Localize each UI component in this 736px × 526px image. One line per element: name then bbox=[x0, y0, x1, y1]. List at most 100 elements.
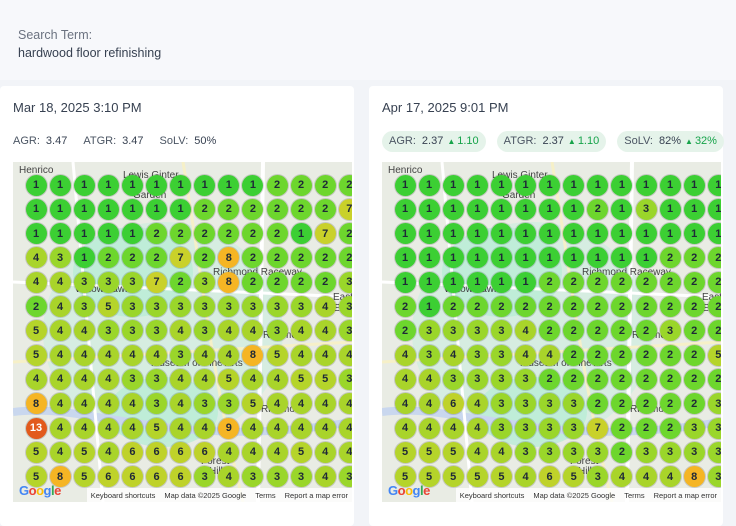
rank-pin[interactable]: 3 bbox=[563, 393, 585, 415]
rank-pin[interactable]: 4 bbox=[49, 368, 71, 390]
rank-pin[interactable]: 2 bbox=[563, 296, 585, 317]
rank-pin[interactable]: 4 bbox=[170, 368, 192, 390]
rank-pin[interactable]: 2 bbox=[266, 174, 288, 196]
rank-pin[interactable]: 1 bbox=[563, 247, 585, 269]
rank-pin[interactable]: 2 bbox=[659, 247, 681, 269]
rank-pin[interactable]: 5 bbox=[418, 441, 440, 463]
rank-pin[interactable]: 4 bbox=[442, 417, 464, 439]
rank-pin[interactable]: 2 bbox=[683, 320, 705, 342]
rank-pin[interactable]: 3 bbox=[418, 320, 440, 342]
rank-pin[interactable]: 4 bbox=[466, 393, 488, 415]
rank-pin[interactable]: 6 bbox=[194, 441, 216, 463]
rank-pin[interactable]: 2 bbox=[242, 198, 264, 220]
rank-pin[interactable]: 2 bbox=[121, 247, 143, 269]
rank-pin[interactable]: 2 bbox=[490, 296, 512, 317]
rank-pin[interactable]: 6 bbox=[539, 466, 561, 488]
rank-pin[interactable]: 5 bbox=[73, 441, 95, 463]
rank-pin[interactable]: 8 bbox=[218, 271, 240, 293]
rank-pin[interactable]: 4 bbox=[73, 393, 95, 415]
rank-pin[interactable]: 3 bbox=[635, 198, 657, 220]
rank-pin[interactable]: 2 bbox=[707, 296, 721, 317]
rank-pin[interactable]: 3 bbox=[515, 368, 536, 390]
rank-pin[interactable]: 1 bbox=[394, 174, 416, 196]
rank-pin[interactable]: 2 bbox=[635, 271, 657, 293]
rank-pin[interactable]: 1 bbox=[515, 271, 536, 293]
rank-pin[interactable]: 2 bbox=[659, 393, 681, 415]
rank-pin[interactable]: 4 bbox=[290, 393, 312, 415]
rank-pin[interactable]: 2 bbox=[394, 296, 416, 317]
rank-pin[interactable]: 2 bbox=[683, 247, 705, 269]
rank-pin[interactable]: 2 bbox=[539, 271, 561, 293]
rank-pin[interactable]: 2 bbox=[659, 296, 681, 317]
rank-pin[interactable]: 4 bbox=[218, 466, 240, 488]
rank-pin[interactable]: 1 bbox=[466, 198, 488, 220]
rank-pin[interactable]: 3 bbox=[49, 247, 71, 269]
rank-pin[interactable]: 4 bbox=[218, 320, 240, 342]
rank-pin[interactable]: 2 bbox=[635, 368, 657, 390]
rank-pin[interactable]: 3 bbox=[146, 393, 167, 415]
rank-pin[interactable]: 1 bbox=[73, 247, 95, 269]
rank-pin[interactable]: 2 bbox=[442, 296, 464, 317]
rank-pin[interactable]: 2 bbox=[266, 223, 288, 245]
rank-pin[interactable]: 1 bbox=[659, 174, 681, 196]
rank-pin[interactable]: 1 bbox=[73, 198, 95, 220]
rank-pin[interactable]: 4 bbox=[394, 417, 416, 439]
rank-pin[interactable]: 2 bbox=[97, 247, 119, 269]
rank-pin[interactable]: 3 bbox=[683, 417, 705, 439]
rank-pin[interactable]: 8 bbox=[25, 393, 47, 415]
rank-pin[interactable]: 1 bbox=[146, 174, 167, 196]
rank-pin[interactable]: 2 bbox=[563, 344, 585, 366]
rank-pin[interactable]: 4 bbox=[25, 271, 47, 293]
rank-pin[interactable]: 4 bbox=[194, 344, 216, 366]
rank-pin[interactable]: 5 bbox=[490, 466, 512, 488]
rank-pin[interactable]: 1 bbox=[466, 223, 488, 245]
rank-pin[interactable]: 3 bbox=[121, 368, 143, 390]
rank-pin[interactable]: 2 bbox=[290, 247, 312, 269]
rank-pin[interactable]: 3 bbox=[218, 393, 240, 415]
rank-pin[interactable]: 4 bbox=[314, 417, 336, 439]
rank-pin[interactable]: 1 bbox=[490, 271, 512, 293]
rank-pin[interactable]: 3 bbox=[266, 320, 288, 342]
rank-pin[interactable]: 6 bbox=[170, 441, 192, 463]
rank-pin[interactable]: 5 bbox=[418, 466, 440, 488]
rank-pin[interactable]: 1 bbox=[466, 174, 488, 196]
rank-pin[interactable]: 2 bbox=[611, 417, 633, 439]
rank-pin[interactable]: 2 bbox=[611, 320, 633, 342]
rank-pin[interactable]: 2 bbox=[338, 174, 352, 196]
rank-pin[interactable]: 2 bbox=[314, 247, 336, 269]
rank-pin[interactable]: 4 bbox=[97, 368, 119, 390]
rank-pin[interactable]: 1 bbox=[442, 247, 464, 269]
rank-pin[interactable]: 4 bbox=[73, 344, 95, 366]
rank-pin[interactable]: 1 bbox=[466, 247, 488, 269]
rank-pin[interactable]: 3 bbox=[290, 296, 312, 317]
rank-pin[interactable]: 5 bbox=[394, 441, 416, 463]
rank-pin[interactable]: 3 bbox=[242, 466, 264, 488]
rank-pin[interactable]: 3 bbox=[338, 320, 352, 342]
rank-pin[interactable]: 1 bbox=[490, 174, 512, 196]
rank-pin[interactable]: 2 bbox=[266, 198, 288, 220]
rank-pin[interactable]: 1 bbox=[707, 198, 721, 220]
rank-pin[interactable]: 4 bbox=[73, 368, 95, 390]
rank-pin[interactable]: 3 bbox=[563, 417, 585, 439]
rank-pin[interactable]: 4 bbox=[490, 441, 512, 463]
rank-pin[interactable]: 1 bbox=[635, 247, 657, 269]
rank-pin[interactable]: 1 bbox=[97, 198, 119, 220]
rank-pin[interactable]: 3 bbox=[490, 368, 512, 390]
rank-pin[interactable]: 1 bbox=[218, 174, 240, 196]
rank-pin[interactable]: 6 bbox=[121, 441, 143, 463]
rank-pin[interactable]: 1 bbox=[635, 174, 657, 196]
rank-pin[interactable]: 2 bbox=[394, 320, 416, 342]
rank-pin[interactable]: 1 bbox=[539, 223, 561, 245]
rank-pin[interactable]: 2 bbox=[266, 247, 288, 269]
rank-pin[interactable]: 1 bbox=[587, 223, 609, 245]
rank-pin[interactable]: 3 bbox=[194, 393, 216, 415]
rank-pin[interactable]: 3 bbox=[683, 441, 705, 463]
rank-pin[interactable]: 1 bbox=[611, 247, 633, 269]
rank-pin[interactable]: 4 bbox=[266, 441, 288, 463]
rank-pin[interactable]: 4 bbox=[290, 344, 312, 366]
rank-pin[interactable]: 4 bbox=[290, 320, 312, 342]
rank-pin[interactable]: 4 bbox=[314, 320, 336, 342]
report-map-error-link[interactable]: Report a map error bbox=[653, 490, 717, 500]
rank-pin[interactable]: 1 bbox=[683, 198, 705, 220]
rank-pin[interactable]: 4 bbox=[242, 441, 264, 463]
